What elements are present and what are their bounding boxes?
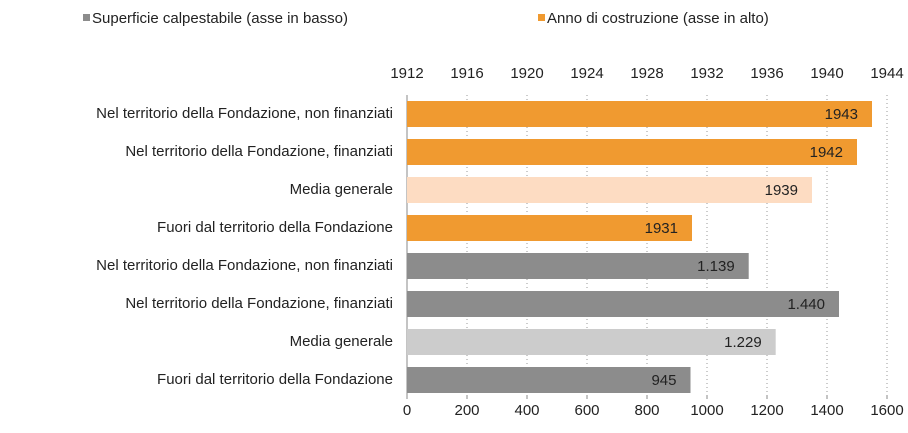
category-label: Nel territorio della Fondazione, non fin… (96, 257, 393, 274)
category-label: Media generale (290, 333, 393, 350)
bar (407, 215, 692, 241)
bar (407, 101, 872, 127)
legend-swatch (83, 14, 90, 21)
x2-tick-label: 1924 (570, 65, 603, 82)
x-tick-label: 1600 (870, 402, 903, 419)
x-tick-label: 200 (454, 402, 479, 419)
x2-tick-label: 1912 (390, 65, 423, 82)
x2-tick-label: 1916 (450, 65, 483, 82)
x2-tick-label: 1920 (510, 65, 543, 82)
category-label: Media generale (290, 181, 393, 198)
x-tick-label: 1400 (810, 402, 843, 419)
x-tick-label: 600 (574, 402, 599, 419)
x-tick-label: 0 (403, 402, 411, 419)
category-label: Fuori dal territorio della Fondazione (157, 219, 393, 236)
x-tick-label: 400 (514, 402, 539, 419)
value-label: 1.440 (787, 296, 825, 313)
bar (407, 367, 691, 393)
legend-label: Anno di costruzione (asse in alto) (547, 10, 769, 27)
bar (407, 139, 857, 165)
category-label: Fuori dal territorio della Fondazione (157, 371, 393, 388)
category-label: Nel territorio della Fondazione, non fin… (96, 105, 393, 122)
x2-tick-label: 1936 (750, 65, 783, 82)
x-tick-label: 1000 (690, 402, 723, 419)
value-label: 1942 (810, 144, 843, 161)
x-tick-label: 800 (634, 402, 659, 419)
bar (407, 329, 776, 355)
x2-tick-label: 1944 (870, 65, 903, 82)
bar (407, 253, 749, 279)
x2-tick-label: 1932 (690, 65, 723, 82)
x2-tick-label: 1940 (810, 65, 843, 82)
legend-swatch (538, 14, 545, 21)
value-label: 945 (651, 372, 676, 389)
value-label: 1931 (645, 220, 678, 237)
value-label: 1.139 (697, 258, 735, 275)
category-label: Nel territorio della Fondazione, finanzi… (125, 143, 393, 160)
x2-tick-label: 1928 (630, 65, 663, 82)
x-tick-label: 1200 (750, 402, 783, 419)
value-label: 1939 (765, 182, 798, 199)
category-label: Nel territorio della Fondazione, finanzi… (125, 295, 393, 312)
value-label: 1943 (825, 106, 858, 123)
legend-label: Superficie calpestabile (asse in basso) (92, 10, 348, 27)
bar (407, 291, 839, 317)
bar (407, 177, 812, 203)
value-label: 1.229 (724, 334, 762, 351)
